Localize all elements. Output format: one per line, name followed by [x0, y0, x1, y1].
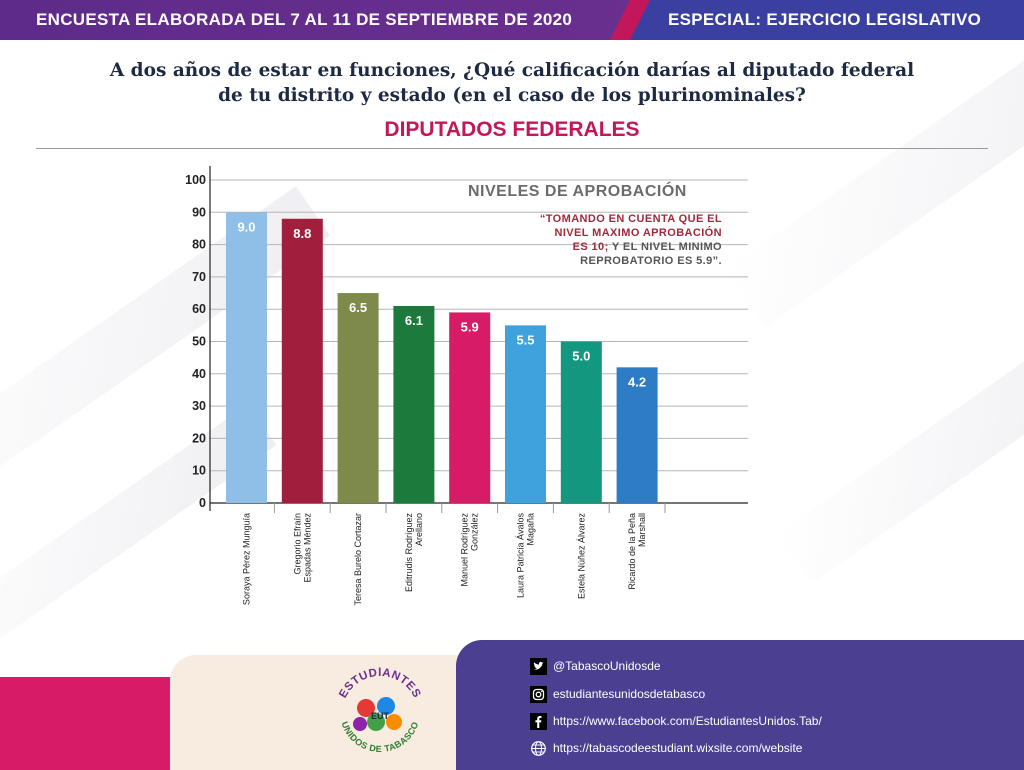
x-tick-label: Teresa Burelo Cortazar	[353, 513, 363, 606]
legend-title: NIVELES DE APROBACIÓN	[468, 183, 687, 200]
y-tick-label: 90	[192, 205, 206, 219]
x-tick-label-line: Gregorio Efraín	[292, 513, 302, 575]
special-section-label: ESPECIAL: EJERCICIO LEGISLATIVO	[668, 10, 982, 29]
bar	[505, 325, 546, 503]
note-line-3-gray: Y EL NIVEL MINIMO	[608, 241, 722, 253]
chart-subtitle: DIPUTADOS FEDERALES	[384, 118, 640, 141]
x-tick-label-line: Espadas Méndez	[302, 513, 312, 583]
bar-value-label: 6.1	[405, 313, 423, 328]
header-bar: ENCUESTA ELABORADA DEL 7 AL 11 DE SEPTIE…	[0, 0, 1024, 40]
y-tick-label: 40	[192, 367, 206, 381]
y-tick-label: 10	[192, 464, 206, 478]
website-link[interactable]: https://tabascodeestudiant.wixsite.com/w…	[530, 739, 802, 757]
bar	[337, 293, 379, 503]
bar	[560, 341, 602, 503]
x-tick-label-line: Teresa Burelo Cortazar	[353, 513, 363, 606]
x-tick-label-line: Soraya Pérez Munguía	[242, 513, 252, 605]
bar	[281, 218, 323, 503]
note-line-1: “TOMANDO EN CUENTA QUE EL	[539, 213, 722, 225]
bar	[449, 312, 491, 503]
facebook-icon	[530, 712, 547, 730]
x-tick-label: Laura Patricia Ávalos Magaña	[516, 513, 536, 599]
y-tick-label: 50	[192, 335, 206, 349]
bar-value-label: 4.2	[628, 374, 646, 389]
bar-value-label: 8.8	[293, 226, 311, 241]
note-line-3: ES 10; Y EL NIVEL MINIMO	[440, 240, 722, 254]
bar-value-label: 9.0	[237, 219, 255, 234]
instagram-link[interactable]: estudiantesunidosdetabasco	[530, 685, 705, 703]
y-tick-label: 30	[192, 399, 206, 413]
header-right-panel	[630, 0, 1024, 40]
twitter-handle: @TabascoUnidosde	[553, 659, 661, 673]
x-tick-label: Editrudis Rodríguez Arellano	[404, 513, 424, 593]
website-url: https://tabascodeestudiant.wixsite.com/w…	[553, 741, 803, 755]
bar-chart: 0 10 20 30 40 50 60 70 80 90 100 9.0 Soraya Pérez Mu…	[185, 166, 748, 606]
y-tick-label: 60	[192, 302, 206, 316]
y-tick-label: 80	[192, 238, 206, 252]
svg-text:ESTUDIANTES: ESTUDIANTES	[337, 667, 423, 700]
note-line-4: REPROBATORIO ES 5.9”.	[580, 255, 722, 267]
divider	[36, 148, 988, 149]
globe-icon	[530, 740, 547, 757]
x-tick-label-line: Marshall	[637, 513, 647, 547]
x-tick-label-line: Magaña	[526, 513, 536, 546]
x-tick-label: Gregorio Efraín Espadas Méndez	[292, 513, 312, 583]
y-tick-label: 100	[185, 173, 206, 187]
y-tick-label: 0	[199, 496, 206, 510]
x-tick-label: Estela Núñez Álvarez	[576, 513, 586, 600]
note-line-3-red: ES 10;	[572, 241, 609, 253]
header-left-panel	[0, 0, 650, 40]
x-tick-label-line: González	[470, 513, 480, 552]
question-line-1: A dos años de estar en funciones, ¿Qué c…	[109, 60, 915, 81]
bar-value-label: 5.9	[461, 319, 479, 334]
x-tick-label: Ricardo de la Peña Marshall	[627, 513, 647, 590]
footer-cream-panel	[170, 655, 480, 770]
y-tick-label: 20	[192, 431, 206, 445]
eut-logo: ESTUDIANTES EUT UNIDOS DE TABASCO	[337, 667, 423, 754]
instagram-icon	[530, 685, 547, 703]
x-tick-label: Soraya Pérez Munguía	[242, 513, 252, 605]
x-tick-label-line: Ricardo de la Peña	[627, 513, 637, 590]
twitter-icon	[530, 657, 547, 675]
logo-text-mid: EUT	[371, 711, 390, 721]
x-tick-label-line: Arellano	[414, 513, 424, 546]
logo-text-top: ESTUDIANTES	[337, 667, 422, 700]
bar-value-label: 5.0	[572, 349, 590, 364]
bar	[226, 212, 267, 504]
facebook-link[interactable]: https://www.facebook.com/EstudiantesUnid…	[530, 712, 822, 730]
approval-note: “TOMANDO EN CUENTA QUE EL NIVEL MAXIMO A…	[440, 212, 722, 268]
footer-purple-panel	[456, 640, 1024, 770]
y-tick-label: 70	[192, 270, 206, 284]
bar-value-label: 6.5	[349, 300, 367, 315]
x-tick-label-line: Manuel Rodríguez	[460, 513, 470, 587]
x-tick-label-line: Laura Patricia Ávalos	[516, 513, 526, 599]
bar	[616, 367, 658, 503]
instagram-handle: estudiantesunidosdetabasco	[553, 687, 706, 701]
bar-value-label: 5.5	[516, 332, 534, 347]
x-tick-label-line: Editrudis Rodríguez	[404, 513, 414, 593]
survey-dates-label: ENCUESTA ELABORADA DEL 7 AL 11 DE SEPTIE…	[36, 10, 573, 29]
bar	[393, 305, 435, 503]
x-tick-label-line: Estela Núñez Álvarez	[576, 513, 586, 600]
note-line-2: NIVEL MAXIMO APROBACIÓN	[554, 227, 722, 239]
twitter-link[interactable]: @TabascoUnidosde	[530, 657, 661, 675]
x-tick-label: Manuel Rodríguez González	[460, 513, 480, 587]
question-line-2: de tu distrito y estado (en el caso de l…	[218, 85, 806, 106]
survey-question: A dos años de estar en funciones, ¿Qué c…	[60, 58, 964, 108]
facebook-url: https://www.facebook.com/EstudiantesUnid…	[553, 714, 822, 728]
